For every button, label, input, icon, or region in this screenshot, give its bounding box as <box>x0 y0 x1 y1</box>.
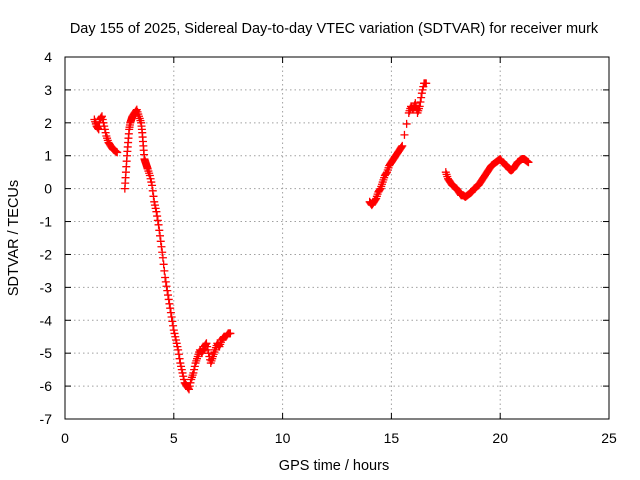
data-point <box>165 299 174 308</box>
data-point <box>163 286 172 295</box>
data-point-fill <box>160 266 169 275</box>
y-axis-label: SDTVAR / TECUs <box>6 180 22 296</box>
data-point-fill <box>166 308 175 317</box>
data-point-fill <box>155 226 164 235</box>
data-point <box>398 141 407 150</box>
y-tick-labels: -7 -6 -5 -4 -3 -2 -1 0 1 2 3 4 <box>40 49 53 427</box>
x-tick-labels: 0 5 10 15 20 25 <box>61 430 617 446</box>
y-tick-label: 4 <box>44 49 52 65</box>
data-point-fill <box>169 321 178 330</box>
y-tick-label: 2 <box>44 115 52 131</box>
data-point <box>524 158 533 167</box>
x-tick-label: 5 <box>170 430 178 446</box>
data-point <box>154 220 163 229</box>
x-tick-label: 10 <box>275 430 291 446</box>
y-tick-label: -7 <box>40 411 53 427</box>
data-point <box>156 237 165 246</box>
y-tick-label: 0 <box>44 181 52 197</box>
data-point <box>158 253 167 262</box>
y-tick-label: -1 <box>40 214 53 230</box>
data-point <box>161 273 170 282</box>
y-tick-label: -4 <box>40 312 53 328</box>
axis-ticks <box>64 56 610 420</box>
data-point-fill <box>166 304 175 313</box>
data-point-fill <box>156 231 165 240</box>
x-tick-label: 15 <box>384 430 400 446</box>
data-point-fill <box>148 186 157 195</box>
grid-lines <box>65 57 609 419</box>
x-tick-label: 20 <box>492 430 508 446</box>
series-2 <box>365 79 431 210</box>
y-tick-label: -6 <box>40 378 53 394</box>
data-point <box>167 312 176 321</box>
series-3 <box>441 155 533 201</box>
y-tick-label: -3 <box>40 279 53 295</box>
data-point <box>422 79 431 88</box>
data-point-fill <box>158 248 167 257</box>
plot-frame <box>64 56 610 420</box>
data-point-fill <box>400 130 409 139</box>
data-point <box>226 329 235 338</box>
x-axis-label: GPS time / hours <box>279 458 389 474</box>
y-tick-label: 3 <box>44 82 52 98</box>
x-tick-label: 0 <box>61 430 69 446</box>
y-tick-label: -5 <box>40 345 53 361</box>
data-point-fill <box>417 93 426 102</box>
data-point-fill <box>153 216 162 225</box>
data-point <box>148 181 157 190</box>
y-tick-label: -2 <box>40 246 53 262</box>
data-point-fill <box>163 291 172 300</box>
data-point-fill <box>157 242 166 251</box>
data-point-fill <box>159 260 168 269</box>
chart-title: Day 155 of 2025, Sidereal Day-to-day VTE… <box>70 21 599 37</box>
data-point-fill <box>153 212 162 221</box>
data-point-fill <box>161 277 170 286</box>
data-point <box>113 148 122 157</box>
data-point-fill <box>174 350 183 359</box>
data-point-fill <box>162 282 171 291</box>
y-tick-label: 1 <box>44 148 52 164</box>
data-point <box>152 207 161 216</box>
data-point-fill <box>175 354 184 363</box>
data-point <box>415 102 424 111</box>
series-1 <box>90 105 235 394</box>
data-point-fill <box>402 119 411 128</box>
x-tick-label: 25 <box>601 430 617 446</box>
data-point-fill <box>164 295 173 304</box>
data-point-fill <box>397 142 406 151</box>
data-point <box>174 345 183 354</box>
data-point-fill <box>149 192 158 201</box>
data-points <box>90 79 533 394</box>
data-point-fill <box>416 97 425 106</box>
data-point-fill <box>168 317 177 326</box>
